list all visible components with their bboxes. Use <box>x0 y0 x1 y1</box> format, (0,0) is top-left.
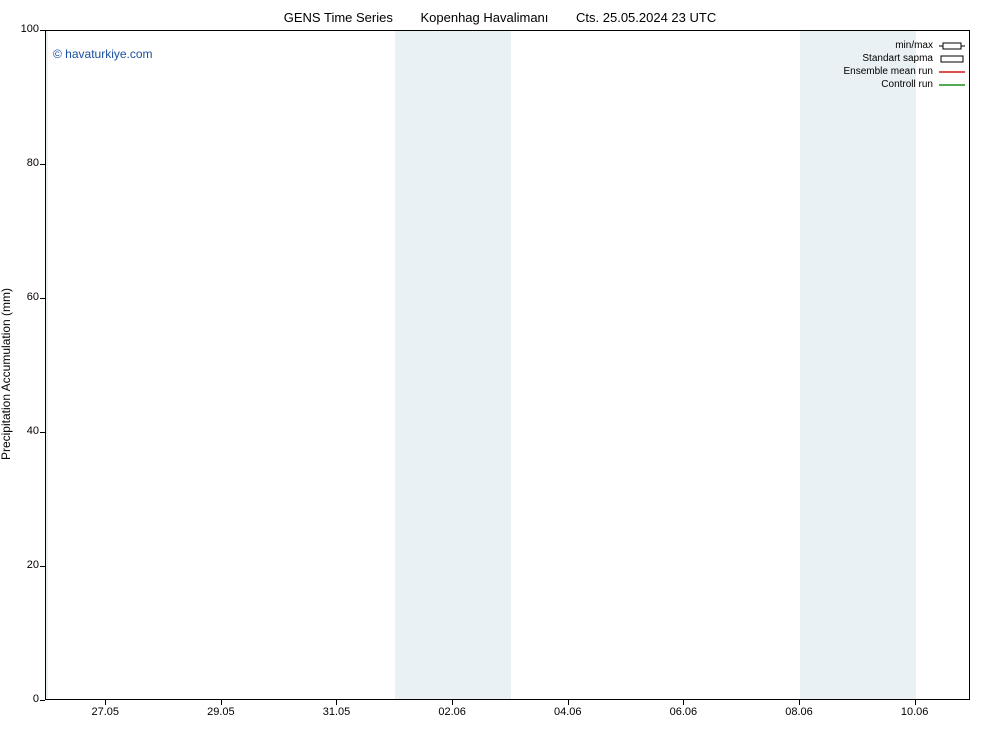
title-product: GENS Time Series <box>284 10 393 25</box>
x-tick-mark <box>799 700 800 705</box>
x-tick-label: 10.06 <box>890 706 940 718</box>
y-tick-label: 40 <box>11 425 39 437</box>
legend-swatch <box>939 54 965 64</box>
x-tick-label: 27.05 <box>80 706 130 718</box>
y-tick-mark <box>40 700 45 701</box>
legend-item: Ensemble mean run <box>844 65 966 78</box>
legend-swatch <box>939 67 965 77</box>
title-location: Kopenhag Havalimanı <box>420 10 548 25</box>
x-tick-mark <box>452 700 453 705</box>
y-tick-label: 0 <box>11 693 39 705</box>
legend-item: Standart sapma <box>844 52 966 65</box>
x-tick-mark <box>568 700 569 705</box>
legend-item: min/max <box>844 39 966 52</box>
x-tick-mark <box>683 700 684 705</box>
x-tick-label: 06.06 <box>658 706 708 718</box>
legend-label: min/max <box>895 40 933 51</box>
legend-label: Controll run <box>881 79 933 90</box>
title-timestamp: Cts. 25.05.2024 23 UTC <box>576 10 716 25</box>
weekend-band <box>800 31 916 699</box>
x-tick-label: 04.06 <box>543 706 593 718</box>
legend-label: Standart sapma <box>862 53 933 64</box>
weekend-band <box>46 31 48 699</box>
y-tick-label: 20 <box>11 559 39 571</box>
x-tick-label: 31.05 <box>311 706 361 718</box>
x-tick-label: 02.06 <box>427 706 477 718</box>
x-tick-label: 08.06 <box>774 706 824 718</box>
legend: min/max Standart sapma Ensemble mean run Co… <box>844 39 966 91</box>
x-tick-label: 29.05 <box>196 706 246 718</box>
legend-swatch <box>939 41 965 51</box>
y-tick-mark <box>40 164 45 165</box>
weekend-band <box>395 31 511 699</box>
x-tick-mark <box>221 700 222 705</box>
y-tick-label: 100 <box>11 23 39 35</box>
legend-swatch <box>939 80 965 90</box>
y-tick-mark <box>40 30 45 31</box>
y-tick-mark <box>40 432 45 433</box>
x-tick-mark <box>336 700 337 705</box>
plot-area: © havaturkiye.com min/max Standart sapma E… <box>45 30 970 700</box>
y-tick-label: 80 <box>11 157 39 169</box>
legend-item: Controll run <box>844 78 966 91</box>
x-tick-mark <box>105 700 106 705</box>
chart-title: GENS Time Series Kopenhag Havalimanı Cts… <box>0 10 1000 25</box>
y-tick-mark <box>40 298 45 299</box>
legend-label: Ensemble mean run <box>844 66 934 77</box>
y-tick-mark <box>40 566 45 567</box>
chart-container: GENS Time Series Kopenhag Havalimanı Cts… <box>0 0 1000 733</box>
watermark-text: © havaturkiye.com <box>53 47 153 61</box>
x-tick-mark <box>915 700 916 705</box>
y-tick-label: 60 <box>11 291 39 303</box>
